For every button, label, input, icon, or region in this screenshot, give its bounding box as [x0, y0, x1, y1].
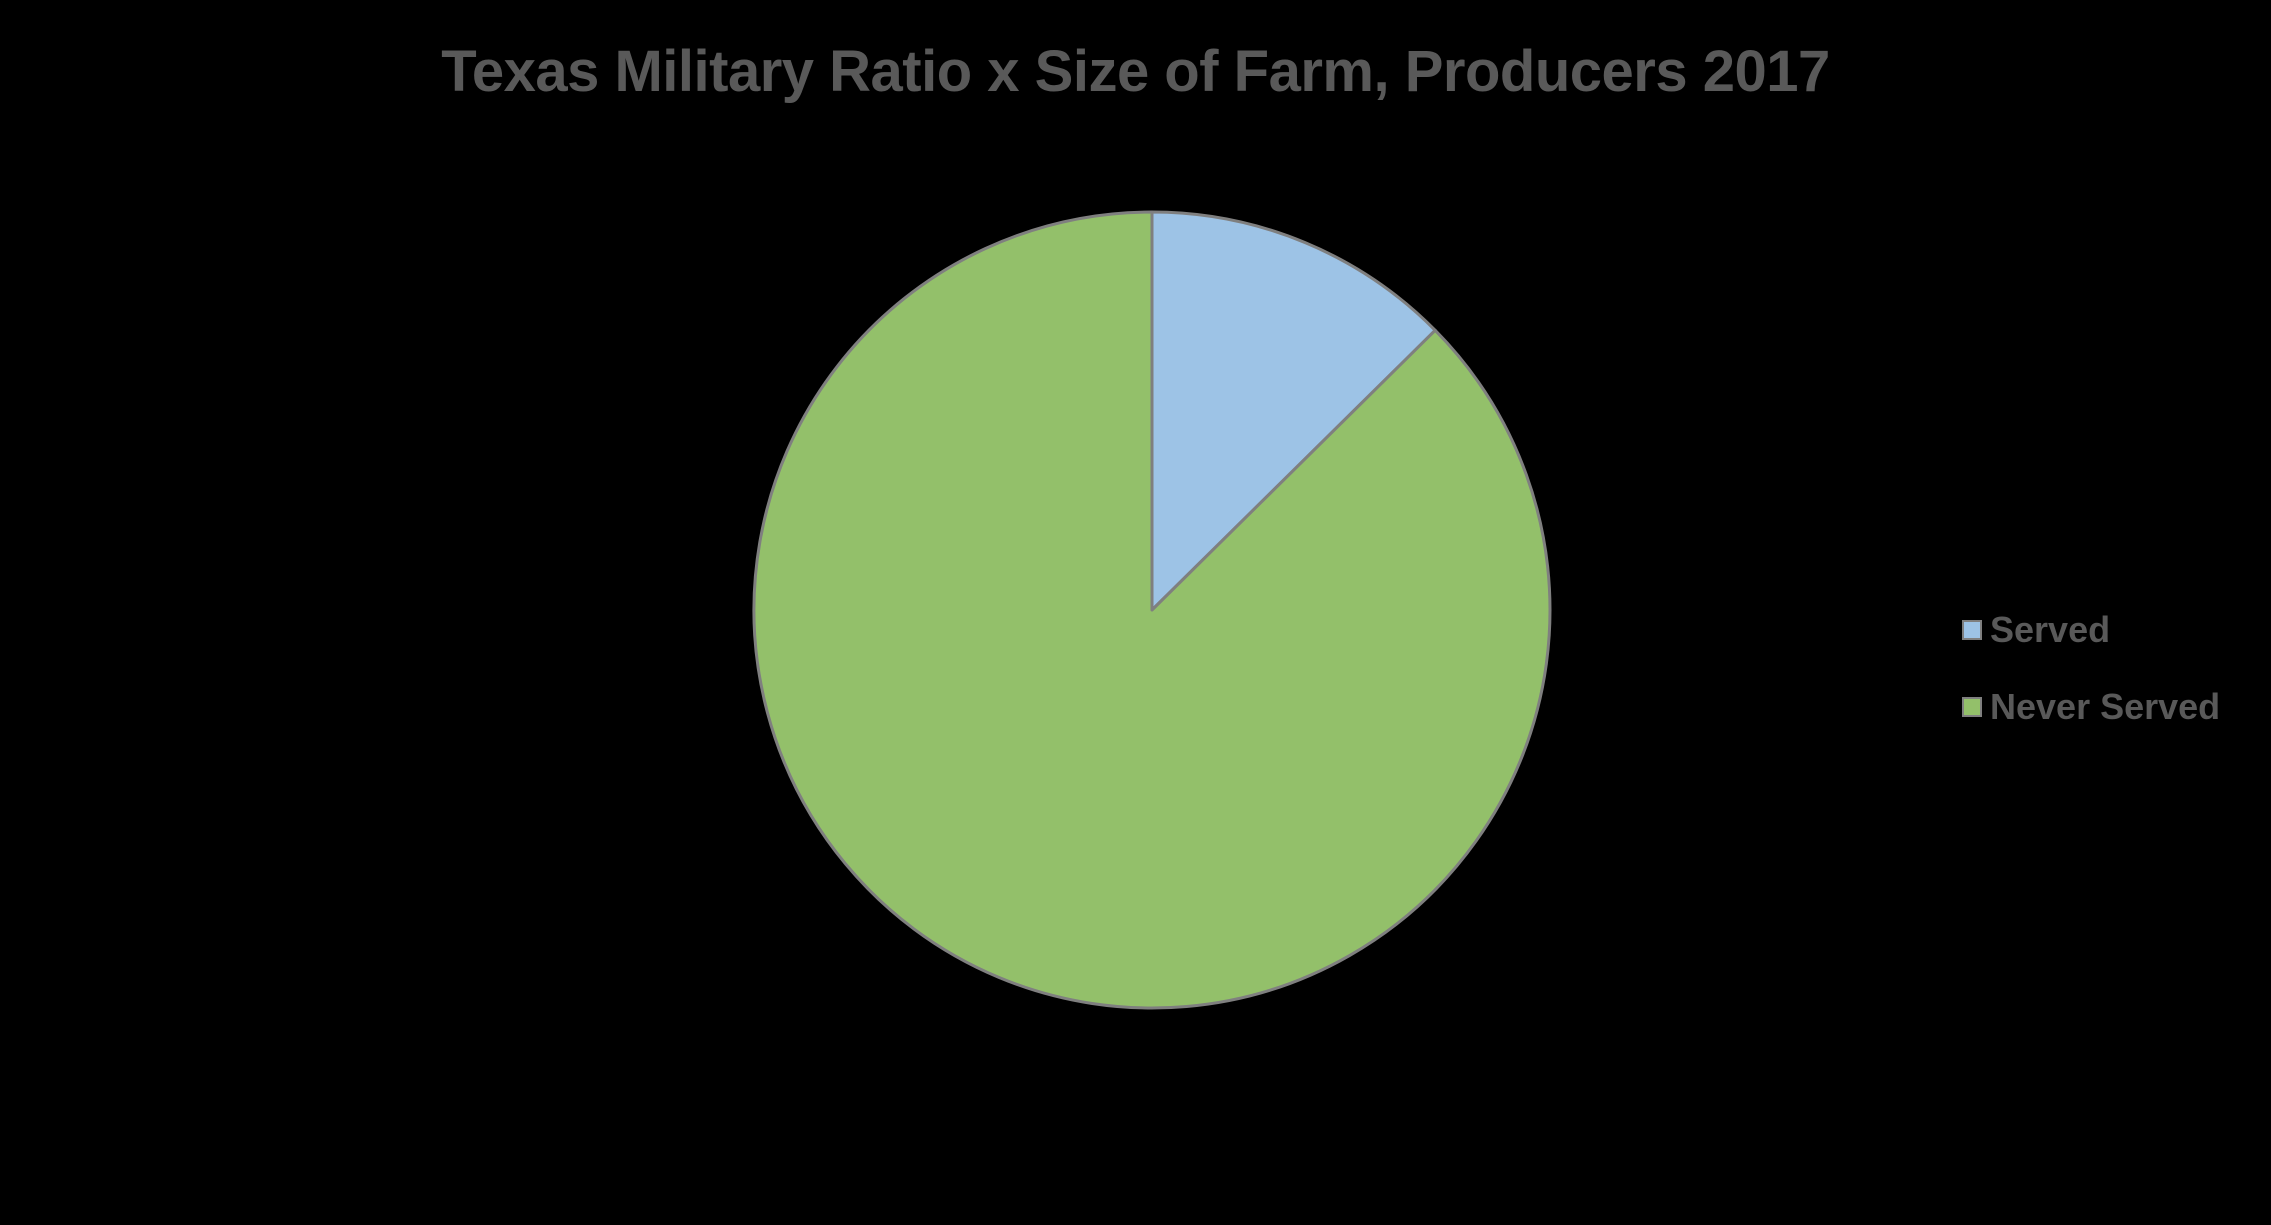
legend-item-never-served: Never Served [1962, 685, 2220, 729]
legend-label-served: Served [1990, 609, 2111, 650]
legend-swatch-never-served [1962, 697, 1982, 717]
chart-title: Texas Military Ratio x Size of Farm, Pro… [441, 39, 1830, 104]
legend-label-never-served: Never Served [1990, 686, 2221, 727]
legend-item-served: Served [1962, 608, 2220, 652]
pie-slice-served [1150, 210, 1437, 612]
legend: Served Never Served [1962, 608, 2220, 762]
legend-swatch-served [1962, 620, 1982, 640]
pie-slice-never-served [752, 210, 1552, 1010]
